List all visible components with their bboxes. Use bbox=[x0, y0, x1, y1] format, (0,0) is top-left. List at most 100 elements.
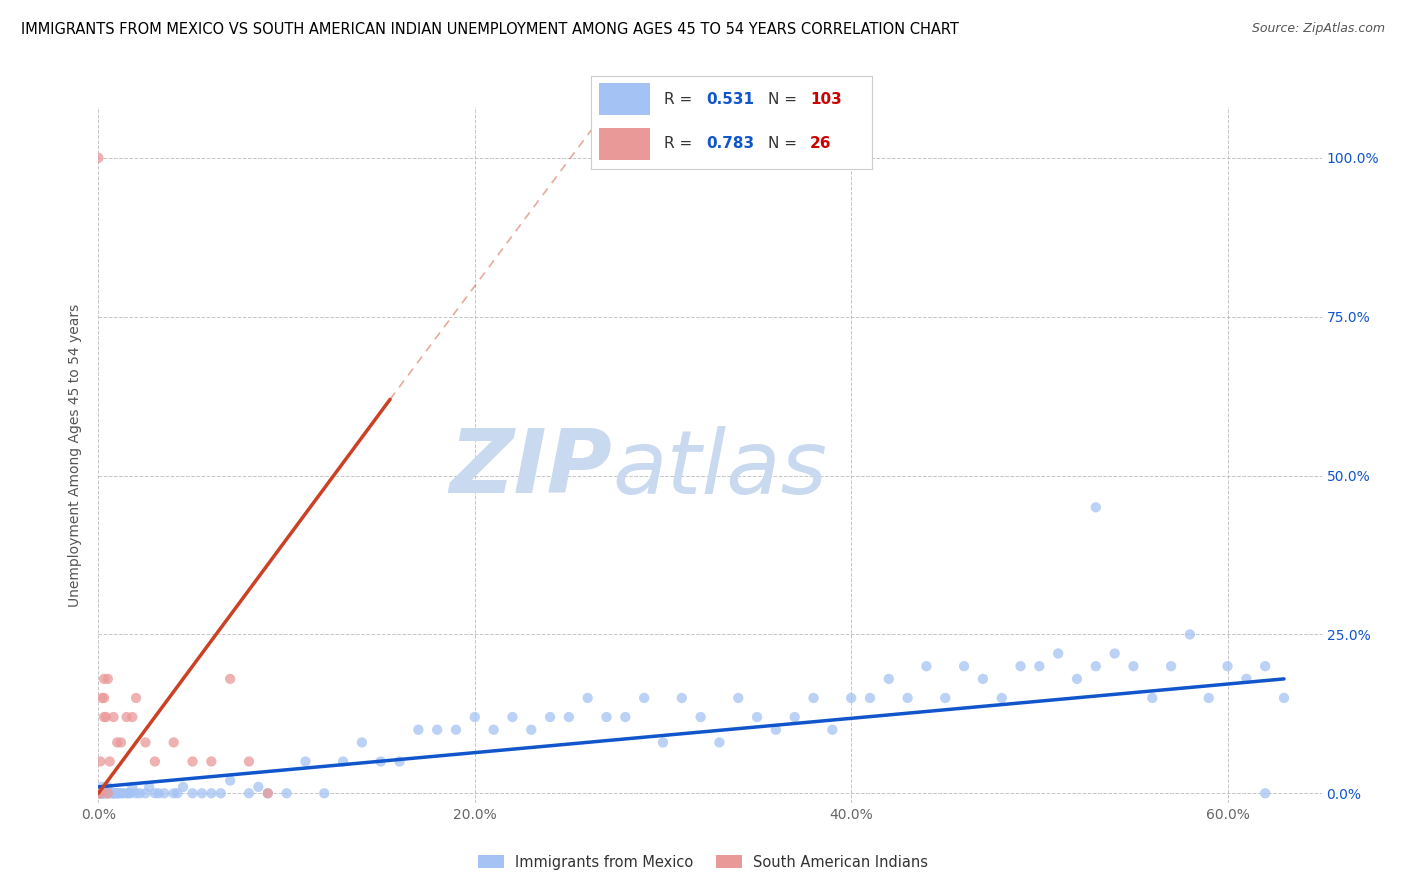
Point bbox=[990, 690, 1012, 705]
Point bbox=[128, 786, 150, 800]
Point bbox=[209, 786, 232, 800]
Point bbox=[200, 786, 222, 800]
Text: IMMIGRANTS FROM MEXICO VS SOUTH AMERICAN INDIAN UNEMPLOYMENT AMONG AGES 45 TO 54: IMMIGRANTS FROM MEXICO VS SOUTH AMERICAN… bbox=[21, 22, 959, 37]
Point bbox=[821, 723, 844, 737]
Text: 103: 103 bbox=[810, 92, 842, 107]
Point bbox=[595, 710, 617, 724]
Point bbox=[93, 786, 115, 800]
FancyBboxPatch shape bbox=[599, 83, 650, 115]
Point bbox=[105, 786, 128, 800]
Point bbox=[100, 786, 122, 800]
Point bbox=[93, 786, 115, 800]
Point bbox=[1160, 659, 1182, 673]
Point bbox=[103, 786, 125, 800]
Point bbox=[89, 755, 111, 769]
Point bbox=[163, 735, 186, 749]
Point bbox=[839, 690, 862, 705]
Point bbox=[108, 786, 131, 800]
Point bbox=[91, 780, 114, 794]
Point bbox=[87, 151, 110, 165]
Text: Source: ZipAtlas.com: Source: ZipAtlas.com bbox=[1251, 22, 1385, 36]
Point bbox=[426, 723, 449, 737]
Point bbox=[783, 710, 806, 724]
Point bbox=[91, 786, 114, 800]
Point bbox=[91, 786, 114, 800]
Point bbox=[200, 755, 222, 769]
Point bbox=[803, 690, 825, 705]
Point bbox=[110, 786, 132, 800]
Point bbox=[897, 690, 920, 705]
Point bbox=[143, 786, 166, 800]
Point bbox=[87, 786, 110, 800]
Point bbox=[89, 786, 111, 800]
Point bbox=[689, 710, 711, 724]
Point bbox=[89, 786, 111, 800]
Point bbox=[332, 755, 354, 769]
Point bbox=[350, 735, 373, 749]
Point bbox=[314, 786, 336, 800]
Point bbox=[166, 786, 188, 800]
Point bbox=[111, 786, 134, 800]
Point bbox=[103, 786, 125, 800]
Point bbox=[576, 690, 599, 705]
Point bbox=[97, 780, 120, 794]
Point bbox=[934, 690, 956, 705]
Point bbox=[125, 690, 148, 705]
Point bbox=[191, 786, 214, 800]
Point bbox=[1010, 659, 1032, 673]
Point bbox=[143, 755, 166, 769]
Point bbox=[219, 773, 242, 788]
Y-axis label: Unemployment Among Ages 45 to 54 years: Unemployment Among Ages 45 to 54 years bbox=[69, 303, 83, 607]
Point bbox=[709, 735, 731, 749]
Point bbox=[103, 710, 125, 724]
Point bbox=[181, 786, 204, 800]
Point bbox=[915, 659, 938, 673]
Point bbox=[110, 735, 132, 749]
Point bbox=[972, 672, 994, 686]
Point bbox=[388, 755, 411, 769]
Point bbox=[97, 786, 120, 800]
Point bbox=[163, 786, 186, 800]
Point bbox=[148, 786, 170, 800]
Point bbox=[138, 780, 160, 794]
Point bbox=[1272, 690, 1295, 705]
Text: 0.531: 0.531 bbox=[706, 92, 754, 107]
Point bbox=[877, 672, 900, 686]
Text: ZIP: ZIP bbox=[450, 425, 612, 512]
Point bbox=[247, 780, 270, 794]
Point bbox=[93, 690, 115, 705]
FancyBboxPatch shape bbox=[599, 128, 650, 160]
Point bbox=[115, 710, 138, 724]
Point bbox=[134, 735, 156, 749]
Point bbox=[501, 710, 523, 724]
Point bbox=[1216, 659, 1239, 673]
Text: N =: N = bbox=[768, 136, 801, 151]
Point bbox=[89, 786, 111, 800]
Point bbox=[105, 735, 128, 749]
Point bbox=[97, 672, 120, 686]
Point bbox=[444, 723, 467, 737]
Point bbox=[97, 786, 120, 800]
Point bbox=[482, 723, 505, 737]
Point bbox=[370, 755, 392, 769]
Point bbox=[238, 755, 260, 769]
Point bbox=[153, 786, 176, 800]
Point bbox=[1104, 647, 1126, 661]
Point bbox=[93, 786, 115, 800]
Point bbox=[1084, 659, 1107, 673]
Point bbox=[1142, 690, 1164, 705]
Point bbox=[745, 710, 768, 724]
Point bbox=[134, 786, 156, 800]
Point bbox=[276, 786, 298, 800]
Point bbox=[238, 786, 260, 800]
Point bbox=[93, 710, 115, 724]
Point bbox=[91, 690, 114, 705]
Point bbox=[1178, 627, 1201, 641]
Point bbox=[520, 723, 543, 737]
Point bbox=[256, 786, 278, 800]
Text: R =: R = bbox=[664, 92, 697, 107]
Point bbox=[256, 786, 278, 800]
Text: R =: R = bbox=[664, 136, 697, 151]
Point bbox=[1066, 672, 1088, 686]
Point bbox=[121, 780, 143, 794]
